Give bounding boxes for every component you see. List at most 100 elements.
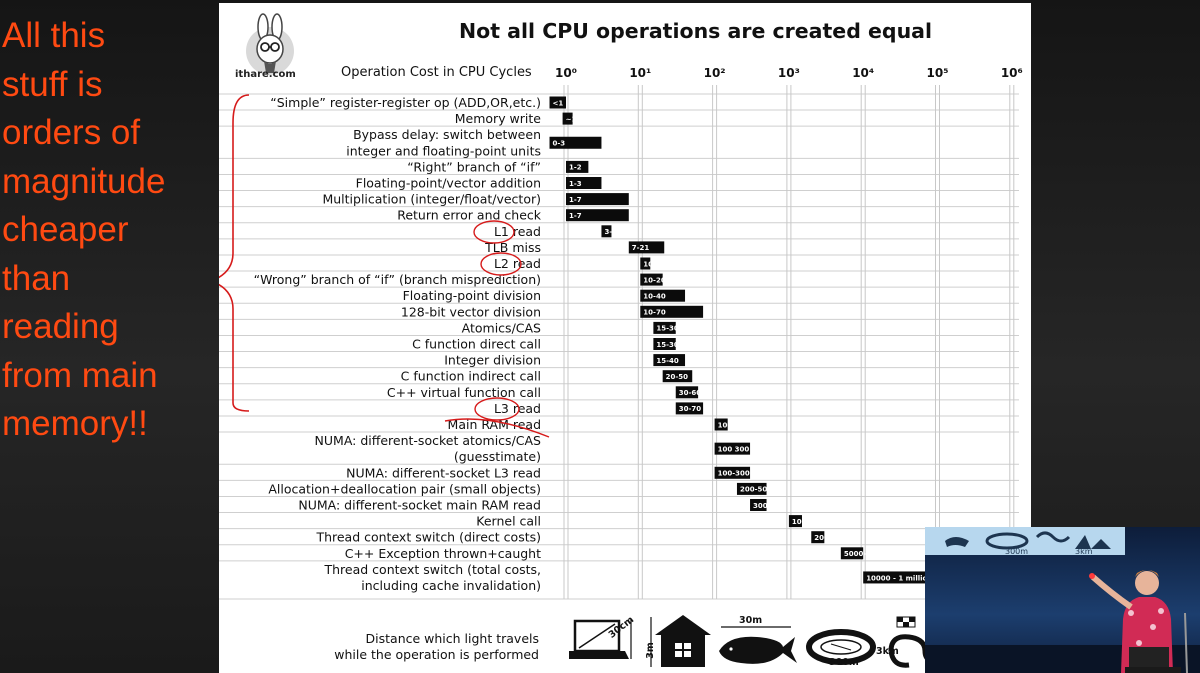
bar-12 bbox=[640, 305, 704, 318]
row-label-20-line0: NUMA: different-socket atomics/CAS bbox=[315, 433, 542, 448]
bar-value-label-21: 100-300 bbox=[718, 470, 750, 478]
bar-0 bbox=[549, 96, 566, 109]
row-label-16: C function indirect call bbox=[401, 369, 541, 384]
row-label-8: TLB miss bbox=[484, 240, 541, 255]
pictogram-label-300m: 300m bbox=[829, 657, 859, 668]
l1-circle-annotation bbox=[473, 220, 515, 244]
bar-value-label-3: 1-2 bbox=[569, 164, 582, 172]
bar-value-label-2: 0-3 bbox=[553, 140, 566, 148]
tick-label-5: 10⁵ bbox=[927, 66, 949, 80]
row-label-17: C++ virtual function call bbox=[387, 385, 541, 400]
row-label-15: Integer division bbox=[444, 353, 541, 368]
row-label-27-line1: including cache invalidation) bbox=[361, 578, 541, 593]
tick-label-4: 10⁴ bbox=[852, 66, 874, 80]
bar-value-label-23: 300-500 bbox=[753, 502, 785, 510]
distance-pictograms bbox=[569, 615, 961, 668]
bottom-caption: Distance which light travels while the o… bbox=[309, 631, 539, 663]
row-label-26: C++ Exception thrown+caught bbox=[345, 546, 541, 561]
row-label-25: Thread context switch (direct costs) bbox=[315, 530, 541, 545]
inset-label-300m: 300m bbox=[1005, 547, 1029, 556]
bar-value-label-12: 10-70 bbox=[643, 309, 666, 317]
bar-value-label-22: 200-500 bbox=[740, 486, 772, 494]
row-label-13: Atomics/CAS bbox=[462, 320, 541, 335]
bar-value-label-11: 10-40 bbox=[643, 293, 666, 301]
pictogram-label-3m: 3m bbox=[644, 642, 656, 659]
bar-15 bbox=[653, 354, 686, 367]
bar-value-label-9: 10-12 bbox=[643, 260, 666, 268]
bar-25 bbox=[811, 531, 825, 544]
bar-value-label-0: <1 bbox=[553, 99, 564, 107]
row-label-23: NUMA: different-socket main RAM read bbox=[298, 498, 541, 513]
row-label-5: Multiplication (integer/float/vector) bbox=[322, 192, 541, 207]
bar-value-label-1: ~1 bbox=[566, 115, 577, 123]
row-label-7: L1 read bbox=[494, 224, 541, 239]
bar-value-label-17: 30-60 bbox=[679, 389, 702, 397]
row-label-24: Kernel call bbox=[476, 514, 541, 529]
tick-label-1: 10¹ bbox=[629, 66, 651, 80]
bar-value-label-5: 1-7 bbox=[569, 196, 582, 204]
row-label-22: Allocation+deallocation pair (small obje… bbox=[268, 481, 541, 496]
bar-20 bbox=[714, 442, 751, 455]
brace-annotation bbox=[219, 94, 250, 412]
bar-17 bbox=[675, 386, 699, 399]
row-label-14: C function direct call bbox=[412, 337, 541, 352]
logo-text: ithare.com bbox=[235, 69, 296, 80]
row-label-2-line0: Bypass delay: switch between bbox=[353, 127, 541, 142]
row-label-12: 128-bit vector division bbox=[401, 304, 541, 319]
bar-value-label-10: 10-20 bbox=[643, 276, 666, 284]
l3-circle-annotation bbox=[474, 397, 520, 421]
bar-19 bbox=[714, 418, 728, 431]
bar-26 bbox=[840, 547, 864, 560]
bar-value-label-8: 7-21 bbox=[632, 244, 650, 252]
pictogram-label-3km: 3km bbox=[876, 646, 899, 657]
bar-11 bbox=[640, 289, 686, 302]
x-axis-title: Operation Cost in CPU Cycles bbox=[341, 65, 532, 80]
tick-label-6: 10⁶ bbox=[1001, 66, 1023, 80]
bar-value-label-26: 5000-10000 bbox=[844, 550, 891, 558]
bar-10 bbox=[640, 273, 663, 286]
bar-value-label-20: 100 300 bbox=[718, 445, 750, 453]
tick-label-3: 10³ bbox=[778, 66, 800, 80]
bar-16 bbox=[662, 370, 693, 383]
slide: Not all CPU operations are created equal… bbox=[219, 3, 1031, 673]
bar-22 bbox=[736, 482, 767, 495]
main-ram-underline-annotation bbox=[444, 418, 550, 438]
bar-8 bbox=[628, 241, 665, 254]
tick-label-0: 10⁰ bbox=[555, 66, 577, 80]
row-label-2-line1: integer and floating-point units bbox=[346, 143, 541, 158]
house-icon bbox=[650, 615, 711, 667]
bar-value-label-24: 1000-1500 bbox=[792, 518, 834, 526]
bar-value-label-6: 1-7 bbox=[569, 212, 582, 220]
bar-2 bbox=[549, 136, 602, 149]
speaker-figure-icon bbox=[925, 531, 1200, 673]
pictogram-label-30m: 30m bbox=[739, 615, 763, 626]
bar-value-label-14: 15-30 bbox=[656, 341, 679, 349]
speaker-video-inset: 300m 3km bbox=[925, 527, 1200, 673]
row-label-3: “Right” branch of “if” bbox=[407, 159, 541, 174]
bar-24 bbox=[788, 515, 802, 528]
row-label-20-line1: (guesstimate) bbox=[454, 449, 541, 464]
row-label-6: Return error and check bbox=[397, 208, 542, 223]
bar-9 bbox=[640, 257, 651, 270]
stadium-icon bbox=[806, 629, 876, 665]
whale-icon bbox=[719, 626, 797, 664]
bar-23 bbox=[750, 499, 767, 511]
bar-6 bbox=[566, 209, 629, 222]
bar-value-label-4: 1-3 bbox=[569, 180, 582, 188]
bar-value-label-18: 30-70 bbox=[679, 405, 702, 413]
bottom-caption-line1: Distance which light travels bbox=[365, 631, 539, 646]
left-annotation: All this stuff is orders of magnitude ch… bbox=[2, 16, 166, 443]
bar-value-label-15: 15-40 bbox=[656, 357, 679, 365]
bar-value-label-27: 10000 - 1 million bbox=[866, 574, 932, 582]
bar-value-label-13: 15-30 bbox=[656, 325, 679, 333]
bar-13 bbox=[653, 321, 676, 334]
row-label-11: Floating-point division bbox=[403, 288, 541, 303]
bar-4 bbox=[566, 177, 602, 189]
bar-14 bbox=[653, 338, 676, 350]
rabbit-logo-icon bbox=[246, 13, 294, 75]
row-label-18: L3 read bbox=[494, 401, 541, 416]
bar-value-label-25: 2000 bbox=[814, 534, 834, 542]
bar-18 bbox=[675, 402, 704, 415]
row-label-10: “Wrong” branch of “if” (branch mispredic… bbox=[254, 272, 541, 287]
